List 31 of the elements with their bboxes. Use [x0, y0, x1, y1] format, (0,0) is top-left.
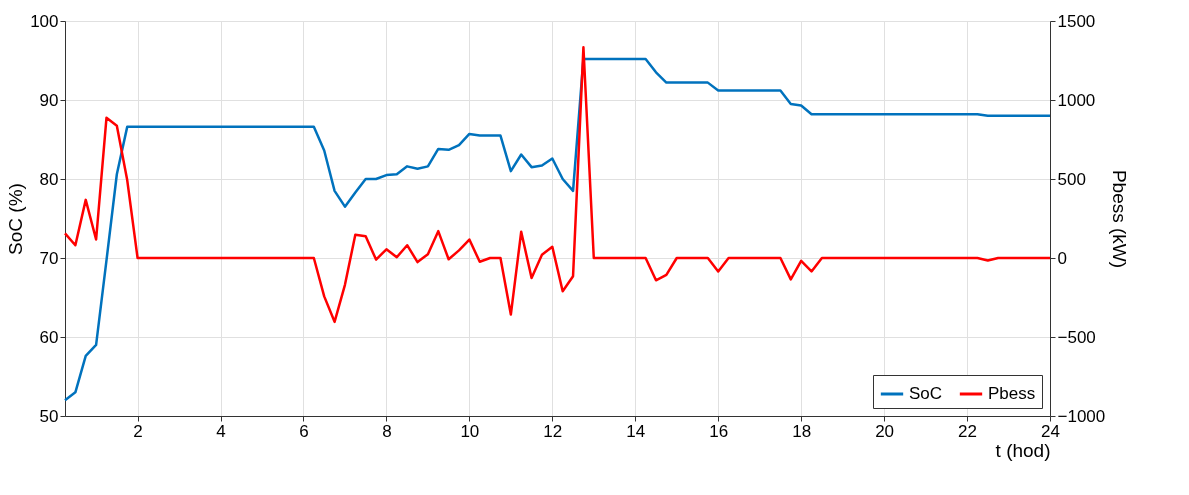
x-tick-label: 22 [958, 421, 978, 441]
x-tick-label: 4 [216, 421, 226, 441]
x-tick-label: 8 [382, 421, 392, 441]
x-tick-label: 16 [709, 421, 729, 441]
x-tick-label: 10 [460, 421, 480, 441]
y-tick-label: 80 [39, 169, 59, 189]
y-tick-label: 90 [39, 90, 59, 110]
line-series [63, 45, 1052, 324]
x-axis-title: t (hod) [995, 439, 1051, 461]
line-series [63, 57, 1052, 402]
x-tick-label: 18 [792, 421, 812, 441]
y2-tick-label: −500 [1057, 327, 1096, 347]
legend-label: Pbess [988, 384, 1036, 403]
y-axis-title: SoC (%) [5, 183, 27, 255]
y-tick-label: 100 [30, 11, 59, 31]
y2-tick-label: 1000 [1057, 90, 1096, 110]
x-tick-label: 14 [626, 421, 646, 441]
y-tick-label: 70 [39, 248, 59, 268]
y-tick-label: 60 [39, 327, 59, 347]
x-tick-label: 24 [1041, 421, 1060, 441]
y2-tick-label: −1000 [1057, 406, 1106, 426]
x-tick-label: 6 [299, 421, 309, 441]
y-tick-label: 50 [39, 406, 59, 426]
y2-axis-title: Pbess (kW) [1109, 169, 1131, 269]
legend-label: SoC [909, 384, 943, 403]
x-tick-label: 12 [543, 421, 563, 441]
y2-tick-label: 0 [1057, 248, 1067, 268]
x-tick-label: 2 [133, 421, 143, 441]
x-tick-label: 20 [875, 421, 895, 441]
y2-tick-label: 500 [1057, 169, 1086, 189]
y2-tick-label: 1500 [1057, 11, 1096, 31]
